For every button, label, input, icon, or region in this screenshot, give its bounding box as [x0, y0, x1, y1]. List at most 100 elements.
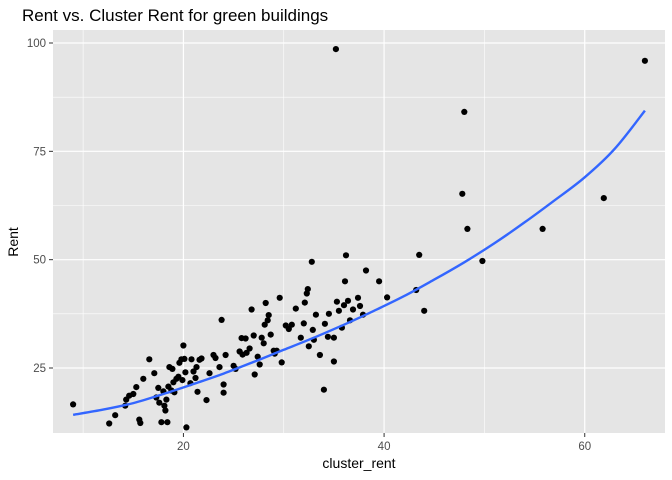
data-point	[342, 252, 350, 259]
data-point	[163, 396, 170, 403]
data-point	[262, 299, 269, 307]
data-point	[349, 306, 357, 313]
data-point	[421, 307, 428, 314]
data-point	[340, 302, 348, 309]
y-tick-label: 75	[33, 146, 46, 158]
data-point	[600, 195, 607, 202]
axis-ticks	[49, 42, 586, 437]
data-point	[344, 297, 352, 304]
data-point	[459, 190, 466, 197]
chart-title: Rent vs. Cluster Rent for green building…	[22, 6, 328, 25]
data-point	[243, 349, 250, 356]
data-point	[256, 361, 263, 368]
data-point	[356, 302, 364, 310]
data-point	[354, 294, 362, 301]
minor-gridlines	[53, 30, 665, 433]
data-point	[212, 354, 219, 362]
data-point	[376, 278, 383, 285]
data-point	[70, 401, 77, 408]
data-point	[183, 424, 190, 431]
data-points	[70, 46, 649, 431]
data-point	[206, 370, 213, 377]
data-point	[190, 368, 197, 375]
data-point	[222, 351, 229, 359]
data-point	[140, 375, 147, 382]
data-point	[182, 369, 189, 376]
data-point	[151, 370, 158, 377]
data-point	[330, 334, 337, 341]
y-axis-tick-labels: 25 50 75 100	[27, 38, 46, 375]
data-point	[198, 355, 205, 362]
x-axis-tick-labels: 20 40 60	[177, 441, 591, 453]
data-point	[162, 407, 169, 414]
data-point	[179, 377, 186, 384]
data-point	[130, 390, 137, 398]
data-point	[158, 419, 165, 426]
data-point	[324, 333, 331, 340]
trend-line	[72, 109, 646, 416]
data-point	[261, 321, 268, 328]
data-point	[384, 294, 391, 301]
data-point	[246, 345, 253, 352]
data-point	[267, 331, 274, 338]
data-point	[155, 384, 162, 391]
data-point	[192, 374, 199, 382]
data-point	[220, 389, 227, 396]
data-point	[285, 325, 292, 333]
data-point	[292, 305, 299, 312]
data-point	[333, 298, 340, 305]
data-point	[320, 386, 327, 393]
x-tick-label: 20	[177, 441, 190, 453]
data-point	[180, 342, 187, 349]
data-point	[146, 356, 153, 363]
data-point	[106, 420, 113, 427]
data-point	[260, 340, 267, 347]
data-point	[265, 312, 272, 319]
data-point	[332, 46, 339, 53]
data-point	[305, 343, 312, 350]
data-point	[248, 306, 255, 313]
data-point	[309, 326, 316, 333]
data-point	[218, 316, 225, 323]
data-point	[304, 286, 311, 293]
data-point	[250, 332, 257, 339]
data-point	[288, 321, 295, 328]
data-point	[479, 257, 486, 265]
data-point	[164, 419, 171, 426]
data-point	[297, 334, 304, 341]
data-point	[312, 311, 319, 318]
data-point	[133, 384, 140, 391]
y-axis-title: Rent	[5, 227, 21, 257]
plot-panel	[53, 30, 665, 433]
data-point	[316, 351, 323, 359]
data-point	[641, 57, 649, 64]
data-point	[216, 364, 223, 371]
data-point	[258, 334, 265, 341]
data-point	[156, 399, 163, 406]
data-point	[330, 358, 337, 365]
data-point	[341, 278, 349, 285]
data-point	[308, 258, 315, 265]
data-point	[203, 397, 210, 404]
y-tick-label: 100	[27, 38, 46, 50]
data-point	[278, 359, 285, 366]
x-tick-label: 40	[378, 441, 391, 453]
data-point	[242, 335, 249, 342]
data-point	[181, 355, 188, 362]
data-point	[161, 402, 168, 409]
data-point	[188, 356, 195, 363]
data-point	[137, 419, 144, 427]
data-point	[264, 317, 271, 324]
data-point	[539, 225, 546, 232]
data-point	[112, 412, 119, 419]
y-tick-label: 25	[33, 363, 46, 375]
data-point	[254, 353, 261, 360]
data-point	[193, 364, 200, 371]
data-point	[301, 299, 308, 306]
data-point	[220, 381, 227, 388]
data-point	[416, 251, 423, 258]
data-point	[169, 365, 176, 372]
data-point	[276, 294, 283, 301]
data-point	[464, 225, 471, 232]
